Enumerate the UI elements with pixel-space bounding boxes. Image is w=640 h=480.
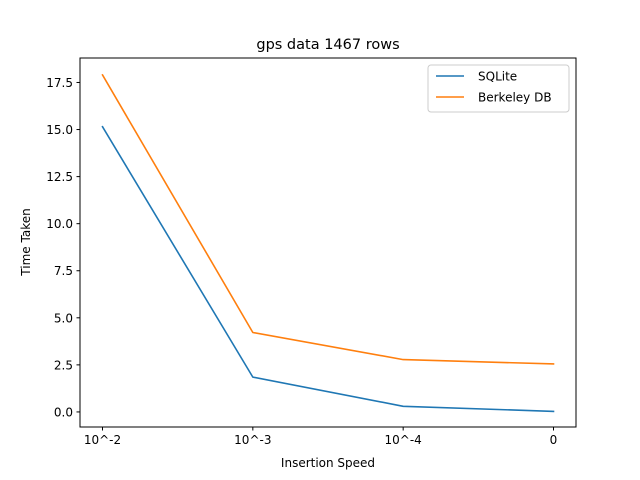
x-tick-label: 0	[550, 433, 558, 447]
y-tick-label: 10.0	[46, 217, 73, 231]
series-line-sqlite	[101, 125, 555, 413]
y-tick-label: 15.0	[46, 123, 73, 137]
y-tick-label: 0.0	[54, 405, 73, 419]
legend-label: Berkeley DB	[478, 91, 552, 105]
y-tick-label: 5.0	[54, 311, 73, 325]
y-tick-label: 7.5	[54, 264, 73, 278]
x-tick-label: 10^-3	[234, 433, 271, 447]
x-axis-label: Insertion Speed	[281, 456, 375, 470]
x-axis-ticks: 10^-2 10^-3 10^-4 0	[84, 427, 557, 447]
legend: SQLite Berkeley DB	[427, 64, 570, 113]
chart-title: gps data 1467 rows	[256, 37, 399, 53]
y-tick-label: 17.5	[46, 76, 73, 90]
y-axis-ticks: 0.0 2.5 5.0 7.5 10.0 12.5 15.0 17.5	[46, 76, 80, 419]
x-tick-label: 10^-4	[385, 433, 422, 447]
legend-label: SQLite	[478, 70, 517, 84]
plot-area-frame	[79, 57, 577, 428]
y-axis-label: Time Taken	[19, 208, 33, 276]
series-line-berkeley-db	[101, 73, 555, 365]
x-tick-label: 10^-2	[84, 433, 121, 447]
y-tick-label: 12.5	[46, 170, 73, 184]
series-layer	[101, 73, 555, 413]
y-tick-label: 2.5	[54, 358, 73, 372]
